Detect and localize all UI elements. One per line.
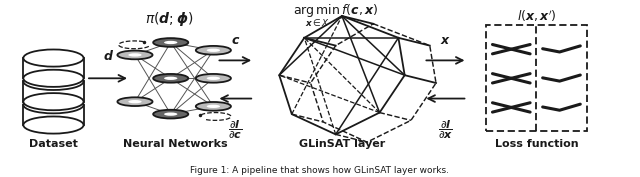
Polygon shape bbox=[23, 58, 84, 78]
Circle shape bbox=[153, 110, 188, 118]
Circle shape bbox=[164, 77, 177, 80]
Text: $\boldsymbol{x}$: $\boldsymbol{x}$ bbox=[440, 34, 451, 47]
Text: Figure 1: A pipeline that shows how GLinSAT layer works.: Figure 1: A pipeline that shows how GLin… bbox=[191, 166, 449, 175]
Text: Neural Networks: Neural Networks bbox=[124, 139, 228, 149]
Circle shape bbox=[164, 112, 177, 116]
Text: $\dfrac{\partial \boldsymbol{l}}{\partial \boldsymbol{c}}$: $\dfrac{\partial \boldsymbol{l}}{\partia… bbox=[228, 119, 243, 141]
Circle shape bbox=[207, 49, 220, 52]
Circle shape bbox=[128, 100, 141, 103]
Circle shape bbox=[153, 74, 188, 83]
Ellipse shape bbox=[23, 96, 84, 113]
Text: Loss function: Loss function bbox=[495, 139, 578, 149]
Text: $\dfrac{\partial \boldsymbol{l}}{\partial \boldsymbol{x}}$: $\dfrac{\partial \boldsymbol{l}}{\partia… bbox=[438, 119, 453, 141]
Ellipse shape bbox=[23, 116, 84, 134]
Circle shape bbox=[196, 74, 231, 83]
Circle shape bbox=[207, 105, 220, 108]
Circle shape bbox=[128, 53, 141, 57]
Circle shape bbox=[164, 41, 177, 44]
Circle shape bbox=[196, 102, 231, 111]
Text: $l(\boldsymbol{x},\boldsymbol{x}')$: $l(\boldsymbol{x},\boldsymbol{x}')$ bbox=[516, 8, 556, 24]
Text: Dataset: Dataset bbox=[29, 139, 78, 149]
Circle shape bbox=[153, 38, 188, 47]
Ellipse shape bbox=[23, 50, 84, 67]
Circle shape bbox=[117, 97, 152, 106]
Circle shape bbox=[196, 46, 231, 55]
Polygon shape bbox=[23, 81, 84, 102]
Text: GLinSAT layer: GLinSAT layer bbox=[299, 139, 385, 149]
Polygon shape bbox=[23, 105, 84, 125]
Text: $\pi(\boldsymbol{d};\boldsymbol{\phi})$: $\pi(\boldsymbol{d};\boldsymbol{\phi})$ bbox=[145, 10, 194, 28]
Ellipse shape bbox=[23, 70, 84, 87]
Text: $\boldsymbol{c}$: $\boldsymbol{c}$ bbox=[230, 34, 240, 47]
Circle shape bbox=[207, 77, 220, 80]
Circle shape bbox=[117, 51, 152, 59]
Text: $\underset{\boldsymbol{x} \in X}{\arg\min}\, f(\boldsymbol{c},\boldsymbol{x})$: $\underset{\boldsymbol{x} \in X}{\arg\mi… bbox=[293, 3, 378, 29]
Text: $\boldsymbol{d}$: $\boldsymbol{d}$ bbox=[103, 49, 114, 63]
Ellipse shape bbox=[23, 73, 84, 90]
Ellipse shape bbox=[23, 93, 84, 110]
